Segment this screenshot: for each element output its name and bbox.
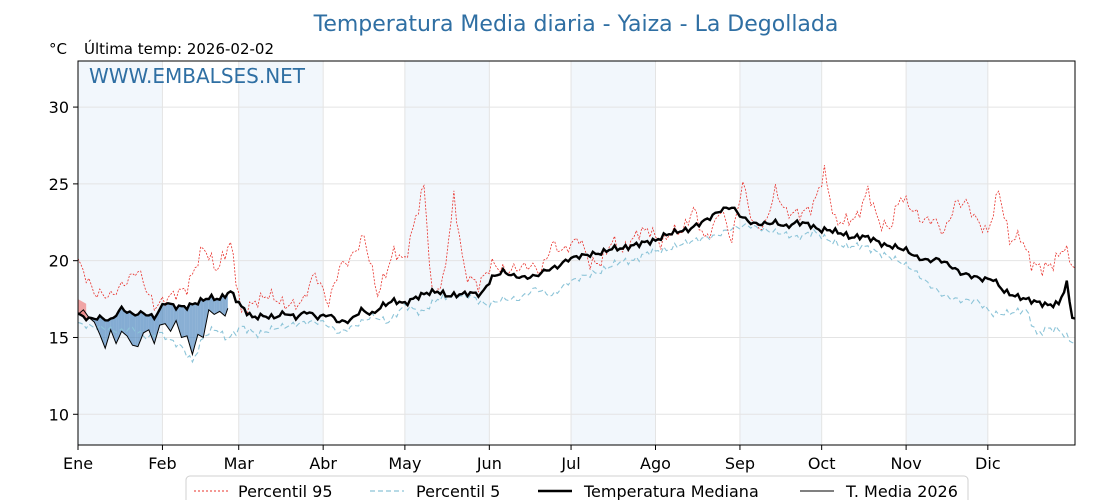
y-tick-label: 25 (49, 175, 69, 194)
x-tick-label: Ene (63, 454, 93, 473)
below-median-fill (140, 311, 144, 340)
below-median-fill (214, 298, 217, 315)
grid-lines (78, 61, 1075, 445)
below-median-fill (116, 310, 119, 344)
x-tick-label: Oct (808, 454, 836, 473)
month-bands (78, 61, 988, 445)
below-median-fill (121, 306, 125, 334)
below-median-fill (156, 309, 160, 335)
below-median-fill (102, 318, 106, 349)
below-median-fill (184, 306, 187, 337)
below-median-fill (165, 303, 168, 328)
deviation-fills (78, 293, 228, 355)
y-tick-label: 15 (49, 328, 69, 347)
below-median-fill (189, 303, 193, 355)
x-tick-label: Dic (975, 454, 1001, 473)
below-median-fill (137, 311, 141, 347)
below-median-fill (113, 315, 117, 344)
below-median-fill (124, 310, 128, 336)
below-median-fill (203, 299, 207, 338)
month-band (78, 61, 163, 445)
last-temp-label: Última temp: 2026-02-02 (84, 39, 274, 58)
below-median-fill (176, 305, 179, 330)
legend: Percentil 95 Percentil 5 Temperatura Med… (185, 475, 969, 500)
below-median-fill (135, 314, 138, 347)
x-tick-label: Sep (725, 454, 755, 473)
series-line-current (77, 308, 229, 357)
below-median-fill (162, 304, 166, 325)
below-median-fill (206, 299, 209, 324)
below-median-fill (110, 317, 114, 337)
y-tick-label: 20 (49, 252, 69, 271)
legend-label-p5: Percentil 5 (416, 482, 500, 500)
x-tick-label: Ago (640, 454, 671, 473)
below-median-fill (222, 294, 226, 316)
below-median-fill (129, 311, 133, 346)
y-tick-label: 30 (49, 98, 69, 117)
x-tick-label: Mar (224, 454, 255, 473)
below-median-fill (170, 303, 174, 332)
y-tick-label: 10 (49, 405, 69, 424)
below-median-fill (195, 303, 198, 345)
series-lines (77, 165, 1076, 364)
series-line-median (77, 206, 1076, 325)
legend-label-median: Temperatura Mediana (583, 482, 759, 500)
below-median-fill (167, 303, 171, 332)
x-tick-label: May (388, 454, 421, 473)
x-tick-label: Feb (148, 454, 176, 473)
below-median-fill (216, 298, 220, 313)
plot-frame (77, 60, 1076, 446)
watermark: WWW.EMBALSES.NET (89, 64, 306, 88)
below-median-fill (181, 306, 185, 338)
x-tick-label: Abr (309, 454, 337, 473)
unit-label: °C (49, 40, 67, 58)
below-median-fill (197, 298, 201, 336)
below-median-fill (146, 315, 149, 332)
series-line-p5 (77, 223, 1076, 364)
legend-box (185, 475, 969, 500)
below-median-fill (186, 303, 190, 346)
legend-label-p95: Percentil 95 (238, 482, 333, 500)
month-band (906, 61, 988, 445)
below-median-fill (192, 303, 196, 355)
x-tick-label: Nov (890, 454, 921, 473)
x-tick-label: Jul (560, 454, 580, 473)
below-median-fill (127, 311, 130, 341)
month-band (739, 61, 822, 445)
below-median-fill (143, 313, 147, 333)
month-band (238, 61, 324, 445)
below-median-fill (200, 298, 204, 338)
x-axis: Ene Feb Mar Abr May Jun Jul Ago Sep Oct Nov Dic (63, 445, 1001, 473)
y-axis: 10 15 20 25 30 (49, 98, 78, 424)
month-band (571, 61, 656, 445)
legend-label-current: T. Media 2026 (845, 482, 958, 500)
chart-title: Temperatura Media diaria - Yaiza - La De… (313, 12, 839, 37)
x-tick-label: Jun (476, 454, 502, 473)
